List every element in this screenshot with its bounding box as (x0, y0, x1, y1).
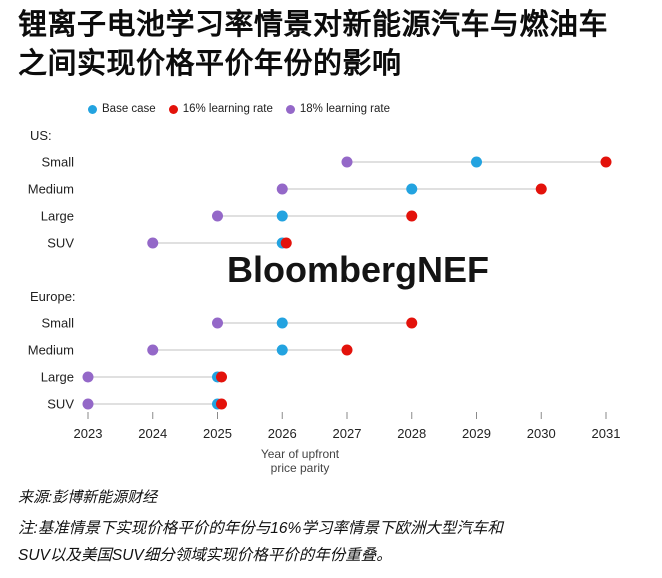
data-point-16 (216, 398, 227, 410)
x-axis-label-line1: Year of upfront (261, 447, 340, 461)
data-point-16 (600, 156, 612, 168)
legend-item-16-learning-rate: 16% learning rate (168, 103, 273, 115)
data-point-18 (212, 210, 223, 222)
row-label: SUV (47, 397, 74, 412)
legend-label-base-case: Base case (102, 103, 156, 115)
legend-label-16-learning-rate: 16% learning rate (182, 103, 273, 115)
axis-tick-label: 2023 (74, 426, 103, 441)
note-text: 注:基准情景下实现价格平价的年份与16%学习率情景下欧洲大型汽车和 SUV以及美… (18, 515, 638, 569)
data-point-18 (82, 398, 94, 410)
legend-item-18-learning-rate: 18% learning rate (285, 103, 391, 115)
dot-plot-chart: US: Small Medium Large SUV Europe: Small Medium… (0, 124, 662, 480)
data-point-base (276, 210, 288, 222)
data-point-16 (535, 183, 547, 195)
axis-tick-label: 2029 (462, 426, 491, 441)
legend-item-base-case: Base case (88, 103, 156, 115)
axis-tick-label: 2025 (203, 426, 232, 441)
legend-dot-base-case (88, 104, 97, 114)
data-point-base (276, 317, 288, 329)
axis-tick-label: 2026 (268, 426, 297, 441)
axis-tick-label: 2031 (592, 426, 621, 441)
chart-svg: US: Small Medium Large SUV Europe: Small Medium… (28, 128, 621, 475)
row-label: Small (41, 155, 74, 170)
data-point-18 (212, 317, 223, 329)
group-label: Europe: (30, 289, 76, 304)
chart-title-line1: 锂离子电池学习率情景对新能源汽车与燃油车 (18, 9, 609, 41)
data-point-18 (341, 156, 353, 168)
x-axis-label-line2: price parity (271, 461, 330, 475)
legend-dot-18-learning-rate (285, 104, 295, 114)
data-point-base (276, 344, 288, 356)
axis-tick-label: 2028 (397, 426, 426, 441)
data-point-18 (147, 237, 159, 249)
axis-tick-label: 2027 (333, 426, 362, 441)
row-label: Medium (28, 343, 74, 358)
row-label: Small (41, 316, 74, 331)
data-point-16 (341, 344, 353, 356)
watermark-text: BloombergNEF (227, 249, 489, 290)
row-label: Large (41, 209, 74, 224)
data-point-16 (216, 371, 227, 383)
legend-dot-16-learning-rate (168, 104, 178, 114)
data-point-16 (280, 237, 292, 249)
data-point-18 (147, 344, 159, 356)
data-point-18 (276, 183, 288, 195)
group-label: US: (30, 128, 52, 143)
note-line1: 注:基准情景下实现价格平价的年份与16%学习率情景下欧洲大型汽车和 (18, 520, 503, 537)
legend-label-18-learning-rate: 18% learning rate (299, 103, 391, 115)
data-point-16 (406, 210, 418, 222)
note-line2: SUV以及美国SUV细分领域实现价格平价的年份重叠。 (18, 547, 392, 564)
data-point-18 (82, 371, 94, 383)
data-point-16 (406, 317, 418, 329)
chart-legend: Base case 16% learning rate 18% learning… (88, 103, 390, 115)
row-label: Large (41, 370, 74, 385)
row-label: Medium (28, 182, 74, 197)
source-text: 来源:彭博新能源财经 (18, 489, 158, 506)
data-point-base (471, 156, 482, 168)
chart-title: 锂离子电池学习率情景对新能源汽车与燃油车 之间实现价格平价年份的影响 (18, 6, 648, 84)
axis-tick-label: 2024 (138, 426, 167, 441)
chart-title-line2: 之间实现价格平价年份的影响 (18, 48, 402, 80)
row-label: SUV (47, 236, 74, 251)
data-point-base (406, 183, 418, 195)
axis-tick-label: 2030 (527, 426, 556, 441)
